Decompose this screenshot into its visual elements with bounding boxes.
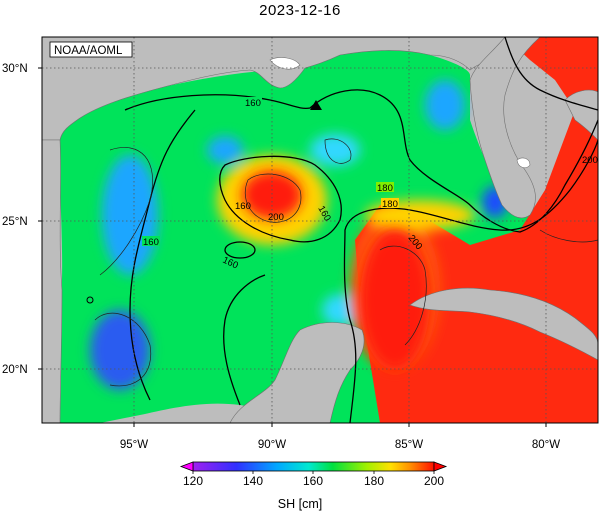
low-blob-southwest — [90, 310, 150, 390]
contour-label: 160 — [143, 237, 159, 248]
contour-label: 180 — [377, 183, 393, 194]
contour-160-north — [124, 89, 598, 233]
lon-label-90: 90°W — [258, 439, 286, 451]
map-title: 2023-12-16 — [259, 2, 341, 19]
colorbar-tick-label: 160 — [303, 474, 323, 488]
colorbar-tick-label: 180 — [364, 474, 384, 488]
lon-label-85: 85°W — [395, 439, 423, 451]
contour-label-bg — [381, 198, 399, 208]
land-yucatan — [229, 322, 365, 423]
eddy-warm-core — [242, 171, 302, 219]
contour-160-south — [223, 274, 266, 406]
loop-current-core — [360, 230, 430, 370]
plot-frame — [41, 36, 599, 424]
colorbar-left-arrow — [179, 461, 194, 472]
colorbar-tick-label: 140 — [243, 474, 263, 488]
contour-thin-5 — [379, 245, 427, 346]
contour-dot-west — [86, 296, 94, 304]
contour-label-bg — [376, 182, 394, 192]
contour-label-bg — [244, 97, 262, 107]
land-lake — [269, 57, 301, 70]
contour-label: 200 — [582, 155, 598, 166]
contour-label: 180 — [382, 199, 398, 210]
lat-label-30: 30°N — [2, 63, 28, 75]
contour-label: 160 — [245, 98, 261, 109]
contour-label-bg — [142, 236, 160, 246]
contour-thin-1 — [99, 147, 153, 276]
low-blob-west — [102, 155, 158, 275]
colorbar-right-arrow — [433, 461, 448, 472]
contour-180-loop — [343, 139, 598, 423]
contour-thin-4 — [244, 173, 302, 223]
contour-thin-2 — [94, 312, 152, 387]
station-marker-triangle — [310, 100, 322, 110]
lat-label-25: 25°N — [2, 216, 28, 228]
colorbar — [192, 461, 435, 472]
contour-160-eddy — [219, 155, 342, 243]
contour-thin-3 — [324, 138, 352, 164]
lat-label-20: 20°N — [2, 364, 28, 376]
low-blob-central — [310, 134, 360, 166]
contour-160-small — [224, 241, 256, 259]
contour-180-east — [504, 37, 598, 111]
land-island-small — [516, 157, 531, 169]
contour-160-west — [129, 109, 196, 401]
lon-label-95: 95°W — [120, 439, 148, 451]
low-blob-northeast — [425, 80, 465, 130]
colorbar-tick-label: 200 — [424, 474, 444, 488]
contour-label: 200 — [268, 212, 284, 223]
colorbar-tick-label: 120 — [183, 474, 203, 488]
low-blob-north — [207, 136, 243, 164]
credit-label: NOAA/AOML — [54, 45, 123, 57]
contour-label: 160 — [235, 201, 251, 212]
contour-thin-6 — [539, 229, 598, 243]
lon-label-80: 80°W — [532, 439, 560, 451]
land-mexico — [42, 139, 63, 423]
land-us-gulf-coast — [42, 37, 506, 141]
colorbar-title: SH [cm] — [277, 497, 323, 511]
land-florida — [469, 37, 541, 219]
credit-box — [49, 41, 133, 58]
